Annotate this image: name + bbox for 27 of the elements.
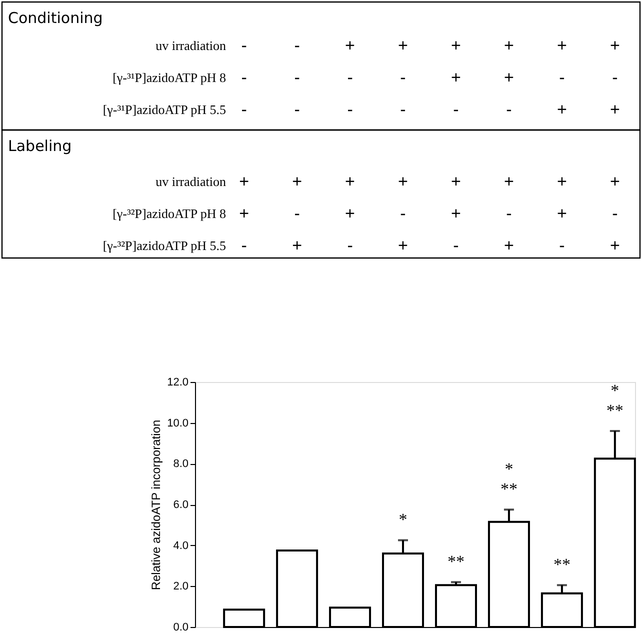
text: [γ-³¹P]azidoATP pH 8	[112, 70, 226, 85]
y-axis-title: Relative azidoATP incorporation	[149, 420, 164, 590]
y-tick-label: 6.0	[173, 499, 188, 511]
text: - + - + - + - +	[241, 236, 620, 255]
data-label: * **	[500, 460, 518, 499]
y-tick-label: 12.0	[167, 376, 188, 388]
y-tick-label: 4.0	[173, 540, 188, 552]
text: - - - - + + - -	[241, 68, 618, 87]
y-tick-label: 0.0	[173, 622, 188, 633]
text: + - + - + - + -	[239, 204, 618, 223]
text: Conditioning	[8, 9, 103, 27]
text: [γ-³¹P]azidoATP pH 5.5	[102, 102, 226, 117]
text: - - - - - - + +	[241, 100, 620, 119]
y-tick-label: 10.0	[167, 417, 188, 430]
text: uv irradiation	[156, 38, 226, 53]
text: + + + + + + + +	[239, 172, 620, 191]
text: [γ-³²P]azidoATP pH 5.5	[102, 238, 226, 253]
data-label: **	[447, 552, 464, 572]
y-tick-label: 8.0	[173, 458, 188, 470]
text: Labeling	[8, 137, 72, 155]
text: [γ-³²P]azidoATP pH 8	[112, 206, 226, 221]
data-label: **	[553, 555, 570, 574]
text: - - + + + + + +	[241, 36, 620, 55]
text: uv irradiation	[156, 174, 226, 189]
y-tick-label: 2.0	[173, 580, 188, 593]
data-label: *	[398, 510, 408, 530]
data-label: * **	[606, 381, 624, 420]
